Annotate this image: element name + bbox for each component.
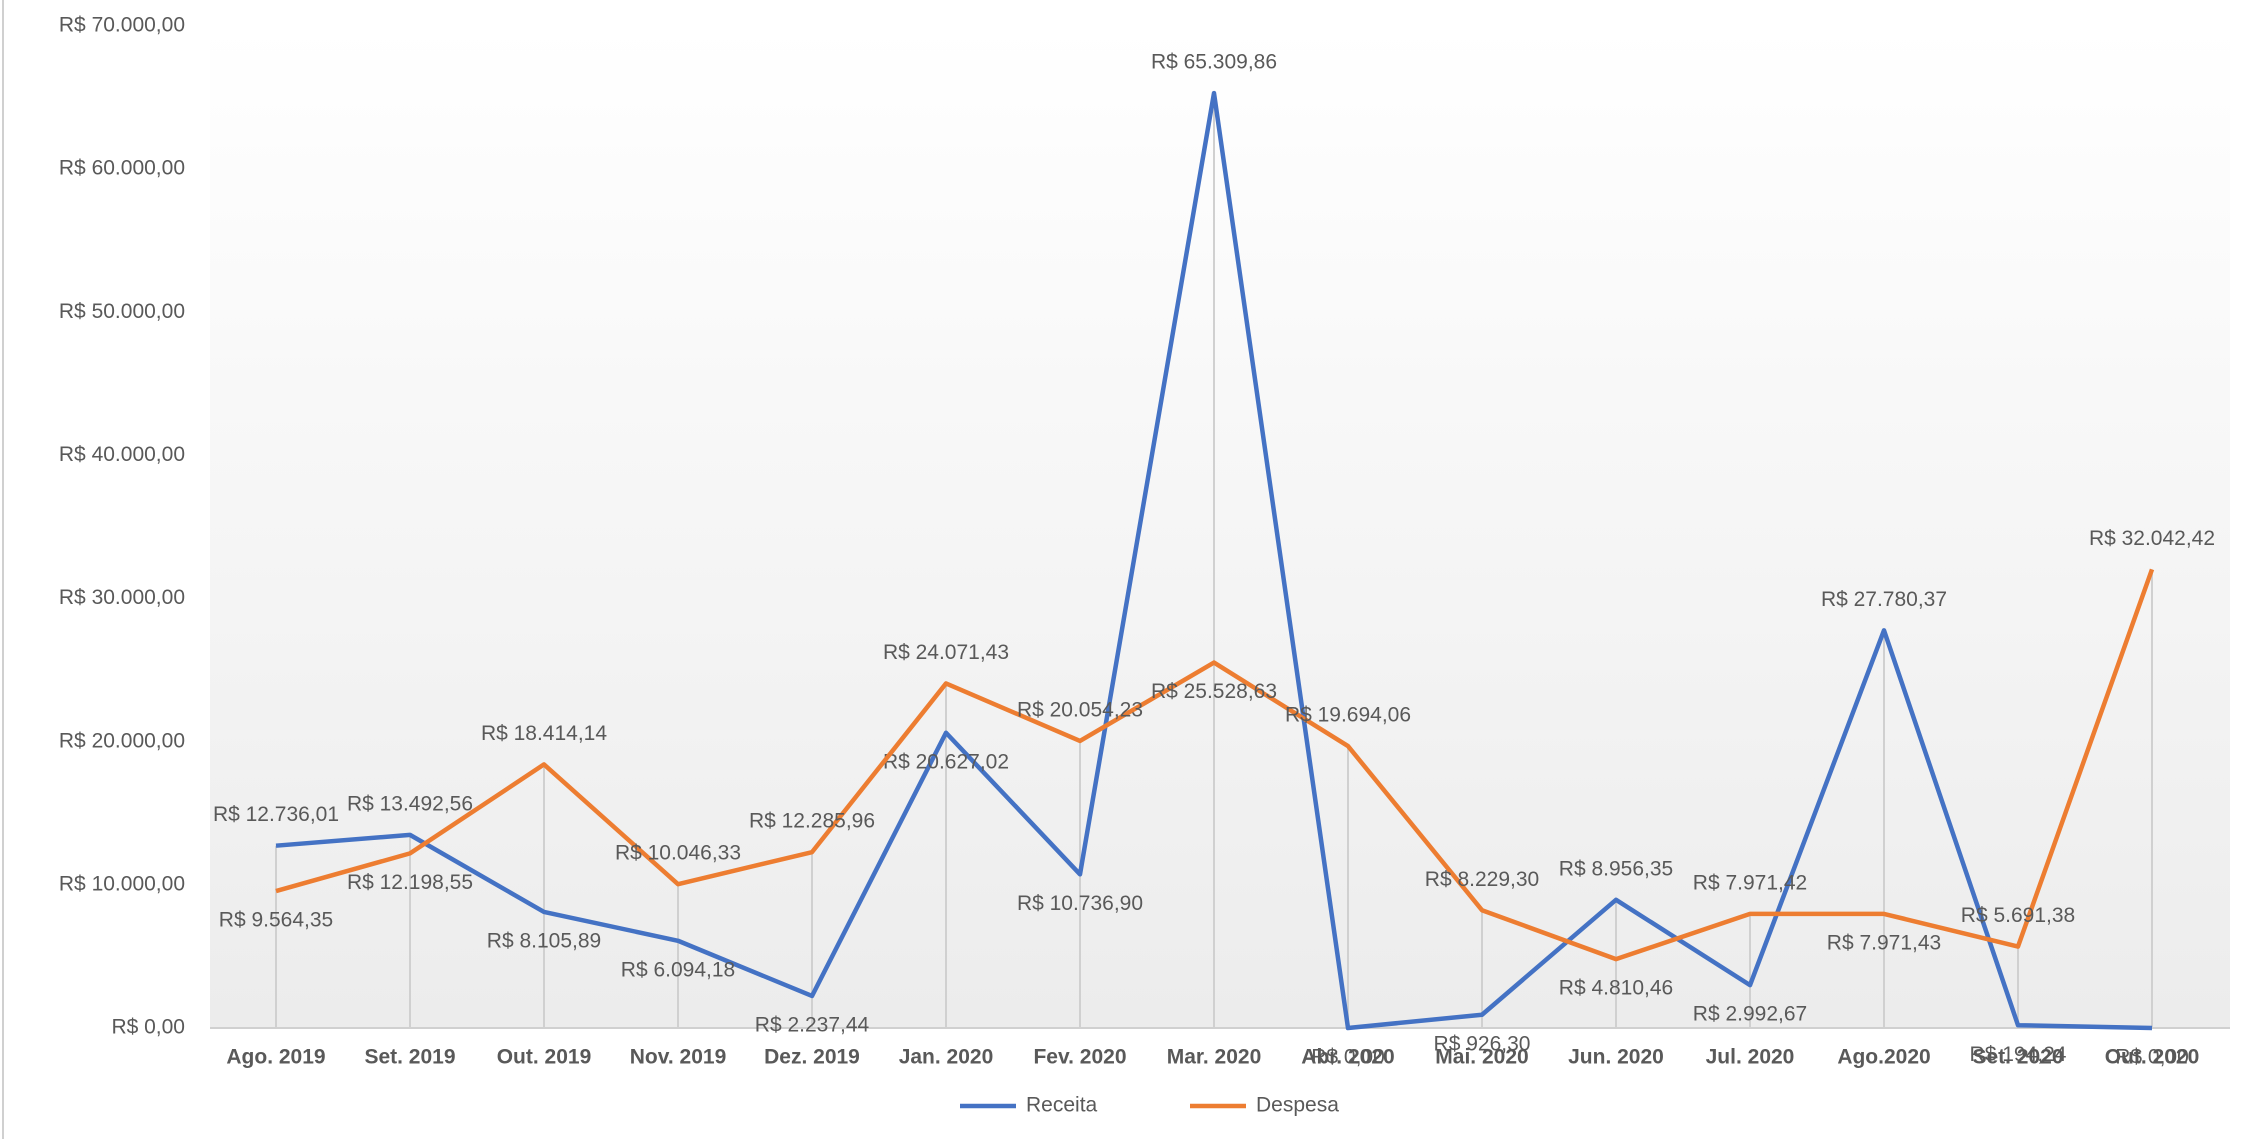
data-label: R$ 5.691,38 (1961, 904, 2075, 927)
x-tick-label: Ago. 2019 (226, 1046, 325, 1069)
data-label: R$ 8.105,89 (487, 930, 601, 953)
x-tick-label: Abr. 2020 (1301, 1046, 1394, 1069)
legend-label: Receita (1026, 1094, 1098, 1117)
data-label: R$ 10.046,33 (615, 842, 741, 865)
x-tick-label: Jul. 2020 (1706, 1046, 1795, 1069)
series-line (275, 90, 2153, 1031)
x-tick-label: Mar. 2020 (1167, 1046, 1262, 1069)
data-label: R$ 24.071,43 (883, 641, 1009, 664)
data-label: R$ 9.564,35 (219, 909, 333, 932)
x-tick-label: Jun. 2020 (1568, 1046, 1664, 1069)
data-label: R$ 194,24 (1970, 1043, 2067, 1066)
data-label: R$ 65.309,86 (1151, 51, 1277, 74)
data-label: R$ 4.810,46 (1559, 977, 1673, 1000)
x-tick-label: Set. 2020 (1972, 1046, 2063, 1069)
data-label: R$ 8.956,35 (1559, 857, 1673, 880)
x-tick-label: Out. 2019 (497, 1046, 592, 1069)
data-label: R$ 12.736,01 (213, 803, 339, 826)
data-label: R$ 2.237,44 (755, 1014, 870, 1037)
plot-background (210, 26, 2230, 1028)
y-tick-label: R$ 50.000,00 (59, 300, 185, 323)
x-tick-label: Ago.2020 (1837, 1046, 1930, 1069)
y-tick-label: R$ 70.000,00 (59, 14, 185, 37)
x-tick-label: Set. 2019 (364, 1046, 455, 1069)
x-tick-label: Fev. 2020 (1033, 1046, 1126, 1069)
data-label: R$ 20.627,02 (883, 750, 1009, 773)
data-label: R$ 25.528,63 (1151, 680, 1277, 703)
series-line (275, 568, 2155, 962)
data-label: R$ 32.042,42 (2089, 527, 2215, 550)
data-label: R$ 926,30 (1434, 1032, 1531, 1055)
data-label: R$ 6.094,18 (621, 958, 735, 981)
y-tick-label: R$ 60.000,00 (59, 157, 185, 180)
y-tick-label: R$ 40.000,00 (59, 443, 185, 466)
legend-label: Despesa (1256, 1094, 1339, 1117)
x-tick-label: Out. 2020 (2105, 1046, 2200, 1069)
x-tick-label: Dez. 2019 (764, 1046, 860, 1069)
y-tick-label: R$ 20.000,00 (59, 729, 185, 752)
data-label: R$ 7.971,42 (1693, 871, 1807, 894)
data-label: R$ 18.414,14 (481, 722, 607, 745)
data-label: R$ 27.780,37 (1821, 588, 1947, 611)
data-label: R$ 7.971,43 (1827, 931, 1941, 954)
data-label: R$ 12.285,96 (749, 810, 875, 833)
data-label: R$ 8.229,30 (1425, 868, 1539, 891)
data-label: R$ 13.492,56 (347, 792, 473, 815)
data-label: R$ 0,00 (2115, 1046, 2189, 1069)
data-label: R$ 12.198,55 (347, 871, 473, 894)
data-label: R$ 20.054,23 (1017, 698, 1143, 721)
data-label: R$ 0,00 (1311, 1046, 1385, 1069)
x-tick-label: Jan. 2020 (899, 1046, 994, 1069)
data-label: R$ 2.992,67 (1693, 1003, 1807, 1026)
x-tick-label: Nov. 2019 (630, 1046, 727, 1069)
data-label: R$ 10.736,90 (1017, 892, 1143, 915)
y-tick-label: R$ 0,00 (111, 1016, 185, 1039)
y-tick-label: R$ 10.000,00 (59, 872, 185, 895)
x-tick-label: Mai. 2020 (1435, 1046, 1528, 1069)
data-label: R$ 19.694,06 (1285, 704, 1411, 727)
y-tick-label: R$ 30.000,00 (59, 586, 185, 609)
